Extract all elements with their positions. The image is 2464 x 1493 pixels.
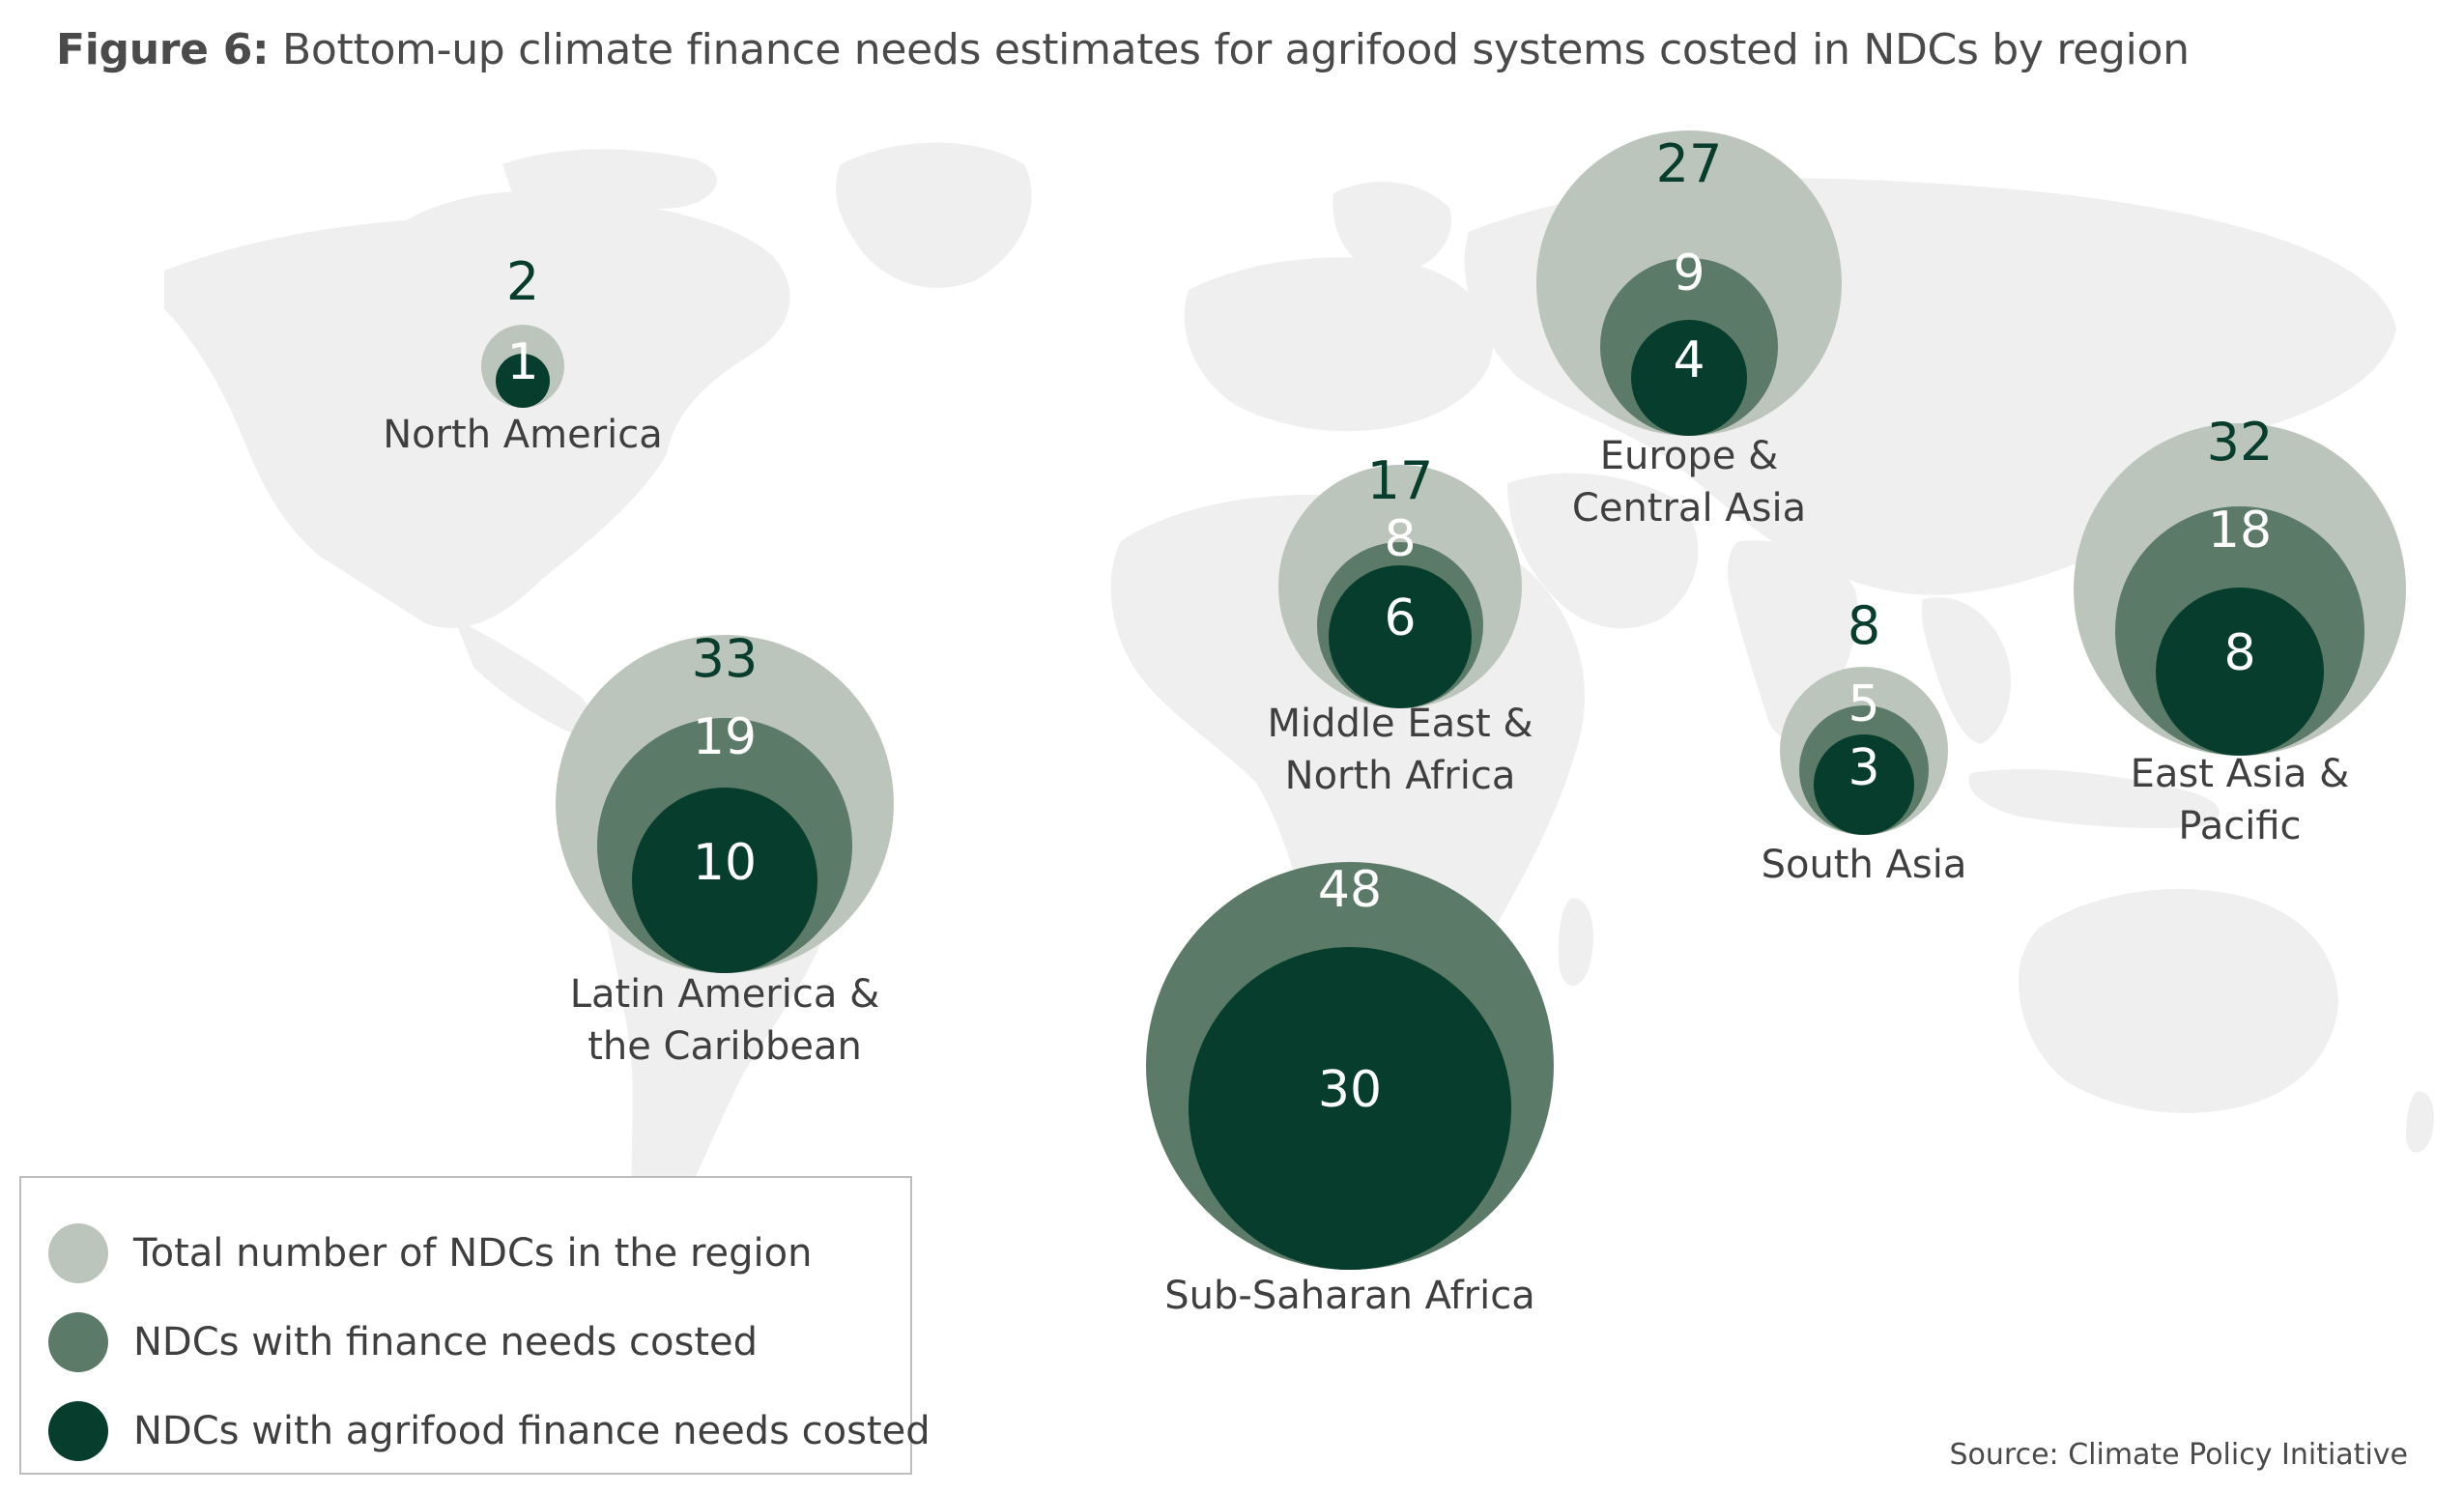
region-label-sub-saharan-africa: Sub-Saharan Africa bbox=[1164, 1274, 1534, 1318]
region-group-middle-east-north-africa: 178 6 Middle East & North Africa bbox=[1267, 450, 1533, 798]
landmass-middle-east bbox=[1507, 473, 1699, 629]
region-label-east-asia-pacific-line-1: East Asia & bbox=[2131, 752, 2350, 796]
landmass-greenland bbox=[836, 142, 1032, 288]
region-group-latin-america: 33 19 10 Latin America & the Caribbean bbox=[556, 628, 894, 1069]
bubble-south-asia-agrifood-costed bbox=[1814, 734, 1914, 835]
landmass-indonesia bbox=[1968, 768, 2220, 828]
value-south-asia-finance-costed: 5 bbox=[1848, 675, 1879, 733]
region-label-north-america: North America bbox=[383, 413, 663, 457]
region-label-europe-central-asia-line-2: Central Asia bbox=[1572, 486, 1806, 531]
value-latin-america-finance-costed: 19 bbox=[693, 708, 757, 766]
region-label-east-asia-pacific-line-2: Pacific bbox=[2178, 804, 2301, 848]
legend-item-total: Total number of NDCs in the region bbox=[48, 1222, 812, 1284]
value-europe-central-asia-total: 27 bbox=[1656, 133, 1723, 194]
legend-label-finance-costed: NDCs with finance needs costed bbox=[133, 1320, 759, 1364]
source-note: Source: Climate Policy Initiative bbox=[1949, 1438, 2408, 1472]
landmass-central-america bbox=[454, 618, 592, 734]
value-north-america-total: 2 bbox=[506, 251, 539, 312]
landmass-canada-islands bbox=[502, 149, 717, 210]
region-group-north-america: 2 1 North America bbox=[383, 251, 663, 457]
region-label-europe-central-asia-line-1: Europe & bbox=[1600, 434, 1779, 478]
legend-item-agrifood-costed: NDCs with agrifood finance needs costed bbox=[48, 1400, 931, 1462]
legend-label-total: Total number of NDCs in the region bbox=[133, 1231, 813, 1276]
value-east-asia-pacific-finance-costed: 18 bbox=[2208, 502, 2272, 560]
legend-swatch-total bbox=[48, 1223, 108, 1283]
region-group-europe-central-asia: 27 9 4 Europe & Central Asia bbox=[1536, 130, 1842, 531]
bubble-middle-east-north-africa-agrifood-costed bbox=[1329, 565, 1472, 708]
value-east-asia-pacific-agrifood-costed: 8 bbox=[2223, 624, 2255, 682]
value-east-asia-pacific-total: 32 bbox=[2207, 412, 2274, 473]
value-north-america-agrifood-costed: 1 bbox=[506, 333, 538, 391]
region-group-south-asia: 8 5 3 South Asia bbox=[1762, 595, 1967, 887]
value-latin-america-agrifood-costed: 10 bbox=[693, 834, 757, 892]
bubble-latin-america-agrifood-costed bbox=[632, 788, 817, 973]
figure-caption: Bottom-up climate finance needs estimate… bbox=[269, 25, 2190, 74]
landmass-australia bbox=[2019, 889, 2338, 1113]
value-south-asia-total: 8 bbox=[1848, 595, 1880, 656]
bubble-east-asia-pacific-agrifood-costed bbox=[2156, 588, 2324, 756]
value-europe-central-asia-finance-costed: 9 bbox=[1673, 244, 1705, 302]
landmass-north-america bbox=[164, 191, 790, 628]
bubble-north-america-agrifood-costed bbox=[496, 354, 550, 408]
landmass-madagascar bbox=[1558, 898, 1593, 987]
region-label-south-asia: South Asia bbox=[1762, 843, 1967, 887]
landmass-new-zealand bbox=[2406, 1091, 2435, 1153]
bubble-sub-saharan-africa-agrifood-costed bbox=[1189, 947, 1511, 1270]
landmass-southeast-asia bbox=[1921, 597, 2011, 744]
region-label-middle-east-north-africa-line-1: Middle East & bbox=[1267, 702, 1533, 746]
legend-swatch-agrifood-costed bbox=[48, 1401, 108, 1461]
value-south-asia-agrifood-costed: 3 bbox=[1848, 739, 1879, 797]
legend: Total number of NDCs in the region NDCs … bbox=[19, 1176, 931, 1475]
value-sub-saharan-africa-finance-costed: 48 bbox=[1318, 861, 1382, 919]
value-middle-east-north-africa-total: 17 bbox=[1367, 450, 1434, 511]
legend-swatch-finance-costed bbox=[48, 1312, 108, 1372]
figure-number: Figure 6: bbox=[56, 25, 270, 74]
region-bubbles: 2 1 North America 33 19 10 Latin America & the … bbox=[383, 130, 2406, 1318]
region-group-sub-saharan-africa: 48 30 Sub-Saharan Africa bbox=[1146, 861, 1554, 1318]
figure-title: Figure 6: Bottom-up climate finance need… bbox=[56, 25, 2190, 74]
region-label-latin-america-line-2: the Caribbean bbox=[587, 1024, 862, 1069]
value-sub-saharan-africa-agrifood-costed: 30 bbox=[1318, 1061, 1382, 1119]
region-label-middle-east-north-africa-line-2: North Africa bbox=[1285, 754, 1516, 798]
value-europe-central-asia-agrifood-costed: 4 bbox=[1673, 331, 1705, 389]
bubble-europe-central-asia-agrifood-costed bbox=[1631, 320, 1747, 436]
legend-label-agrifood-costed: NDCs with agrifood finance needs costed bbox=[133, 1409, 931, 1453]
region-label-latin-america-line-1: Latin America & bbox=[570, 972, 880, 1017]
value-middle-east-north-africa-agrifood-costed: 6 bbox=[1384, 589, 1416, 647]
value-latin-america-total: 33 bbox=[692, 628, 759, 689]
landmass-europe bbox=[1184, 257, 1494, 432]
landmass-scandinavia bbox=[1332, 182, 1451, 275]
legend-item-finance-costed: NDCs with finance needs costed bbox=[48, 1311, 758, 1373]
value-middle-east-north-africa-finance-costed: 8 bbox=[1384, 510, 1416, 568]
region-group-east-asia-pacific: 32 18 8 East Asia & Pacific bbox=[2074, 412, 2406, 848]
